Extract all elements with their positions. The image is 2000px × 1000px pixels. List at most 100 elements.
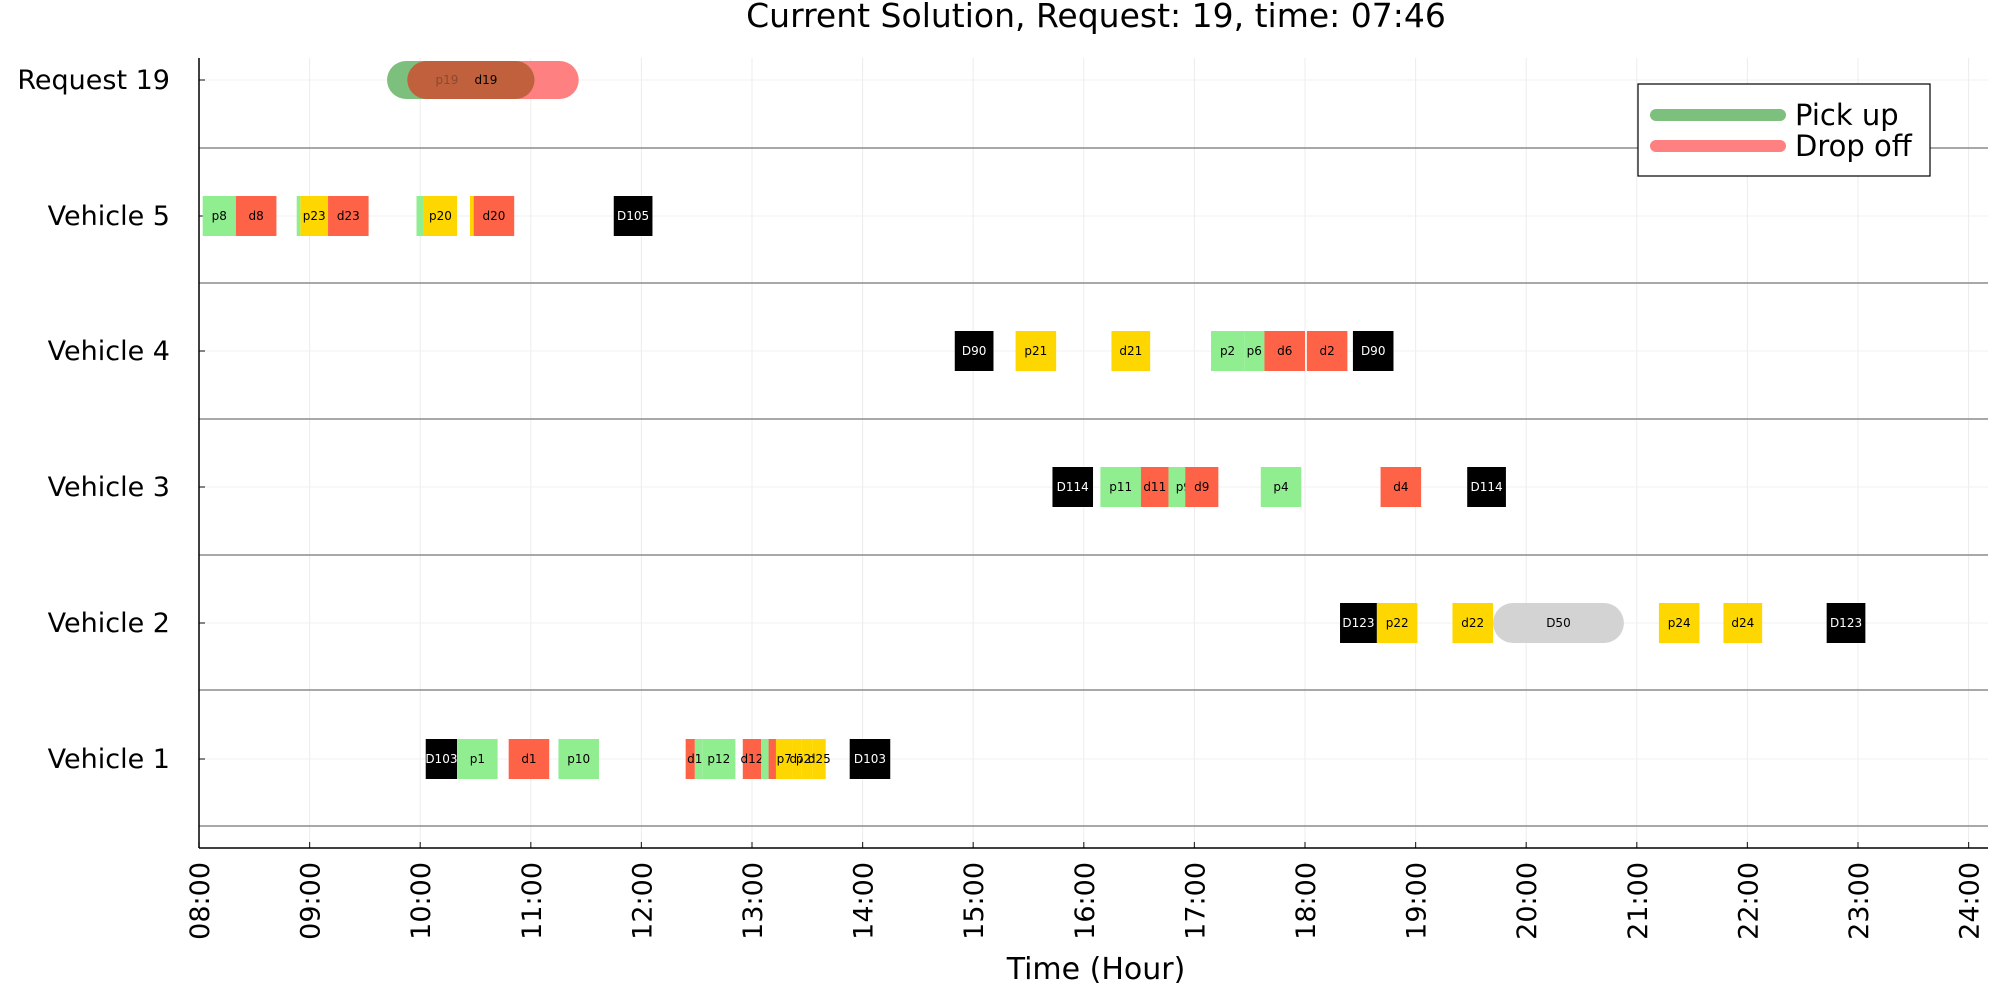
dropoff-block [1140, 467, 1169, 507]
dropoff-block [1380, 467, 1422, 507]
x-tick-label: 17:00 [1180, 862, 1211, 940]
block-label: p10 [567, 752, 590, 766]
block-label: d23 [337, 209, 360, 223]
pickup-block [1210, 331, 1245, 371]
dropoff-block [508, 739, 550, 779]
pickup-block [1168, 467, 1182, 507]
window-overlap [407, 61, 535, 99]
dropoff-block [235, 196, 277, 236]
row-label: Request 19 [17, 65, 170, 96]
pickup-block [1260, 467, 1302, 507]
block-label: D90 [962, 344, 987, 358]
pending-block [1658, 603, 1700, 643]
dropoff-block [768, 739, 776, 779]
block-label: p2 [1220, 344, 1235, 358]
dropoff-block [1264, 331, 1305, 371]
legend-box [1637, 83, 1931, 177]
block-label: D90 [1361, 344, 1386, 358]
pickup-block [761, 739, 769, 779]
x-tick-label: 15:00 [959, 862, 990, 940]
dropoff-block [685, 739, 695, 779]
pickup-block [457, 739, 498, 779]
block-label: D114 [1470, 480, 1502, 494]
pending-block [812, 739, 826, 779]
legend-label: Pick up [1795, 98, 1899, 132]
block-label: p12 [707, 752, 730, 766]
block-label: p6 [1247, 344, 1262, 358]
pickup-window-label: p19 [436, 73, 459, 87]
depot-block [954, 331, 994, 371]
pending-block [423, 196, 458, 236]
block-label: d11 [1143, 480, 1166, 494]
block-label: d24 [1731, 616, 1754, 630]
depot-block [1826, 603, 1866, 643]
block-label: d9 [1194, 480, 1209, 494]
block-label: p22 [1386, 616, 1409, 630]
block-label: D114 [1057, 480, 1089, 494]
row-label: Vehicle 4 [48, 336, 170, 367]
depot-block [613, 196, 653, 236]
x-tick-label: 23:00 [1844, 862, 1875, 940]
row-label: Vehicle 3 [48, 472, 170, 503]
depot-block [425, 739, 458, 779]
pickup-block [558, 739, 600, 779]
pending-block [300, 196, 329, 236]
x-tick-label: 10:00 [406, 862, 437, 940]
pending-block [801, 739, 813, 779]
x-tick-label: 18:00 [1291, 862, 1322, 940]
row-label: Vehicle 5 [48, 201, 170, 232]
schedule-blocks: p8 d8 p23 d23 p20 d20 D105 D90 p21 d21 p2 p6 d6 d2 D90… [202, 196, 1866, 779]
dropoff-block [742, 739, 762, 779]
block-label: D103 [425, 752, 457, 766]
block-label: p1 [470, 752, 485, 766]
block-label: p7 [777, 752, 792, 766]
pickup-block [296, 196, 301, 236]
block-label: p4 [1273, 480, 1288, 494]
dropoff-window-label: d19 [475, 73, 498, 87]
travel-block [1493, 603, 1624, 643]
pending-block [1015, 331, 1057, 371]
x-tick-label: 21:00 [1623, 862, 1654, 940]
pickup-block [1181, 467, 1186, 507]
block-label: D50 [1546, 616, 1571, 630]
block-label: p11 [1109, 480, 1132, 494]
x-tick-label: 16:00 [1070, 862, 1101, 940]
block-label: D103 [854, 752, 886, 766]
block-label: p20 [429, 209, 452, 223]
row-label: Vehicle 1 [48, 744, 170, 775]
block-label: d25 [808, 752, 831, 766]
pickup-block [694, 739, 703, 779]
depot-block [1467, 467, 1506, 507]
block-label: d22 [1461, 616, 1484, 630]
pending-block [792, 739, 802, 779]
dropoff-block [328, 196, 369, 236]
pending-block [1376, 603, 1418, 643]
block-label: d21 [1119, 344, 1142, 358]
chart-title: Current Solution, Request: 19, time: 07:… [746, 0, 1446, 35]
pickup-block [416, 196, 424, 236]
dropoff-block [1306, 331, 1348, 371]
dropoff-block [1185, 467, 1219, 507]
pickup-block [1100, 467, 1141, 507]
block-label: d2 [1319, 344, 1334, 358]
block-label: d12 [741, 752, 764, 766]
depot-block [1052, 467, 1094, 507]
pickup-block [702, 739, 736, 779]
pickup-block [1244, 331, 1265, 371]
x-tick-label: 19:00 [1402, 862, 1433, 940]
block-label: d6 [1277, 344, 1292, 358]
request-windows: p19 d19 [387, 61, 579, 99]
row-separators [199, 147, 1988, 827]
x-tick-label: 24:00 [1955, 862, 1986, 940]
block-label: D123 [1342, 616, 1374, 630]
dropoff-block [473, 196, 515, 236]
block-label: d20 [482, 209, 505, 223]
pending-block [1452, 603, 1494, 643]
pending-block [1111, 331, 1151, 371]
x-tick-label: 22:00 [1733, 862, 1764, 940]
block-label: d7 [790, 752, 805, 766]
block-label: p23 [303, 209, 326, 223]
row-label: Vehicle 2 [48, 608, 170, 639]
